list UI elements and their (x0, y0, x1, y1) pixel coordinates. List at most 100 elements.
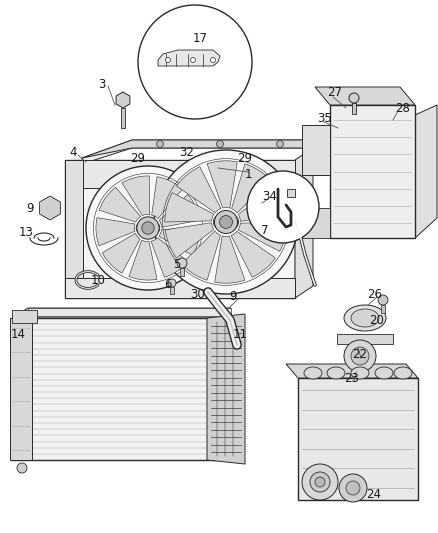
Ellipse shape (344, 305, 386, 331)
Polygon shape (337, 334, 393, 344)
Text: 17: 17 (192, 31, 208, 44)
Ellipse shape (351, 367, 369, 379)
Polygon shape (170, 287, 174, 294)
Text: 26: 26 (367, 288, 382, 302)
Circle shape (215, 211, 237, 233)
Circle shape (378, 295, 388, 305)
Ellipse shape (213, 213, 239, 231)
Text: 7: 7 (261, 223, 269, 237)
Circle shape (349, 93, 359, 103)
Text: 5: 5 (173, 259, 181, 271)
Circle shape (339, 474, 367, 502)
Polygon shape (165, 223, 214, 258)
Polygon shape (207, 161, 237, 208)
Polygon shape (295, 148, 313, 298)
Polygon shape (82, 140, 318, 158)
Circle shape (216, 141, 223, 148)
Polygon shape (82, 140, 318, 164)
Polygon shape (287, 189, 295, 197)
Polygon shape (159, 228, 200, 255)
Polygon shape (238, 186, 287, 221)
Text: 9: 9 (26, 201, 34, 214)
Polygon shape (159, 195, 200, 228)
Polygon shape (232, 164, 271, 213)
Polygon shape (121, 108, 125, 128)
Ellipse shape (394, 367, 412, 379)
Polygon shape (238, 222, 287, 252)
Ellipse shape (304, 367, 322, 379)
Polygon shape (352, 103, 356, 114)
Text: 28: 28 (396, 101, 410, 115)
Text: 4: 4 (69, 146, 77, 158)
Ellipse shape (375, 367, 393, 379)
Text: 27: 27 (328, 86, 343, 100)
Circle shape (310, 472, 330, 492)
Text: 24: 24 (367, 489, 381, 502)
Text: 23: 23 (345, 372, 360, 384)
Polygon shape (177, 167, 221, 213)
Polygon shape (102, 233, 140, 273)
Polygon shape (231, 231, 276, 277)
Circle shape (177, 258, 187, 268)
Text: 13: 13 (18, 227, 33, 239)
Text: 29: 29 (237, 151, 252, 165)
Circle shape (247, 171, 319, 243)
Circle shape (142, 222, 154, 234)
Polygon shape (65, 160, 83, 298)
Circle shape (86, 166, 210, 290)
Polygon shape (96, 217, 135, 246)
Text: 32: 32 (180, 147, 194, 159)
Text: 35: 35 (318, 111, 332, 125)
Polygon shape (180, 268, 184, 276)
Text: 29: 29 (131, 151, 145, 165)
Circle shape (276, 141, 283, 148)
Polygon shape (302, 125, 330, 175)
Text: 20: 20 (370, 313, 385, 327)
Polygon shape (65, 160, 295, 188)
Polygon shape (151, 238, 188, 277)
Ellipse shape (351, 309, 379, 327)
Polygon shape (165, 192, 214, 222)
Polygon shape (65, 278, 295, 298)
Circle shape (168, 279, 176, 287)
Polygon shape (12, 310, 37, 323)
Text: 34: 34 (262, 190, 277, 203)
Polygon shape (12, 308, 231, 318)
Polygon shape (28, 308, 231, 316)
Circle shape (17, 463, 27, 473)
Text: 1: 1 (244, 168, 252, 182)
Polygon shape (181, 231, 220, 280)
Ellipse shape (136, 219, 160, 237)
Circle shape (219, 215, 233, 229)
Polygon shape (10, 318, 32, 460)
Circle shape (154, 150, 298, 294)
Text: 11: 11 (233, 328, 247, 342)
Circle shape (137, 217, 159, 239)
Circle shape (315, 477, 325, 487)
Polygon shape (302, 208, 330, 238)
Polygon shape (158, 50, 220, 66)
Polygon shape (39, 196, 60, 220)
Polygon shape (298, 378, 418, 500)
Circle shape (351, 347, 369, 365)
Circle shape (191, 58, 195, 62)
Polygon shape (315, 87, 415, 105)
Text: 22: 22 (353, 349, 367, 361)
Polygon shape (215, 236, 245, 283)
Polygon shape (330, 105, 415, 238)
Text: 9: 9 (229, 289, 237, 303)
Polygon shape (207, 314, 245, 464)
Ellipse shape (327, 367, 345, 379)
Text: 14: 14 (11, 328, 25, 342)
Circle shape (302, 464, 338, 500)
Circle shape (344, 340, 376, 372)
Circle shape (346, 481, 360, 495)
Polygon shape (99, 187, 141, 222)
Polygon shape (122, 176, 150, 215)
Text: 30: 30 (191, 288, 205, 302)
Circle shape (138, 5, 252, 119)
Polygon shape (381, 305, 385, 313)
Polygon shape (65, 160, 295, 298)
Text: 10: 10 (91, 273, 106, 287)
Circle shape (211, 58, 215, 62)
